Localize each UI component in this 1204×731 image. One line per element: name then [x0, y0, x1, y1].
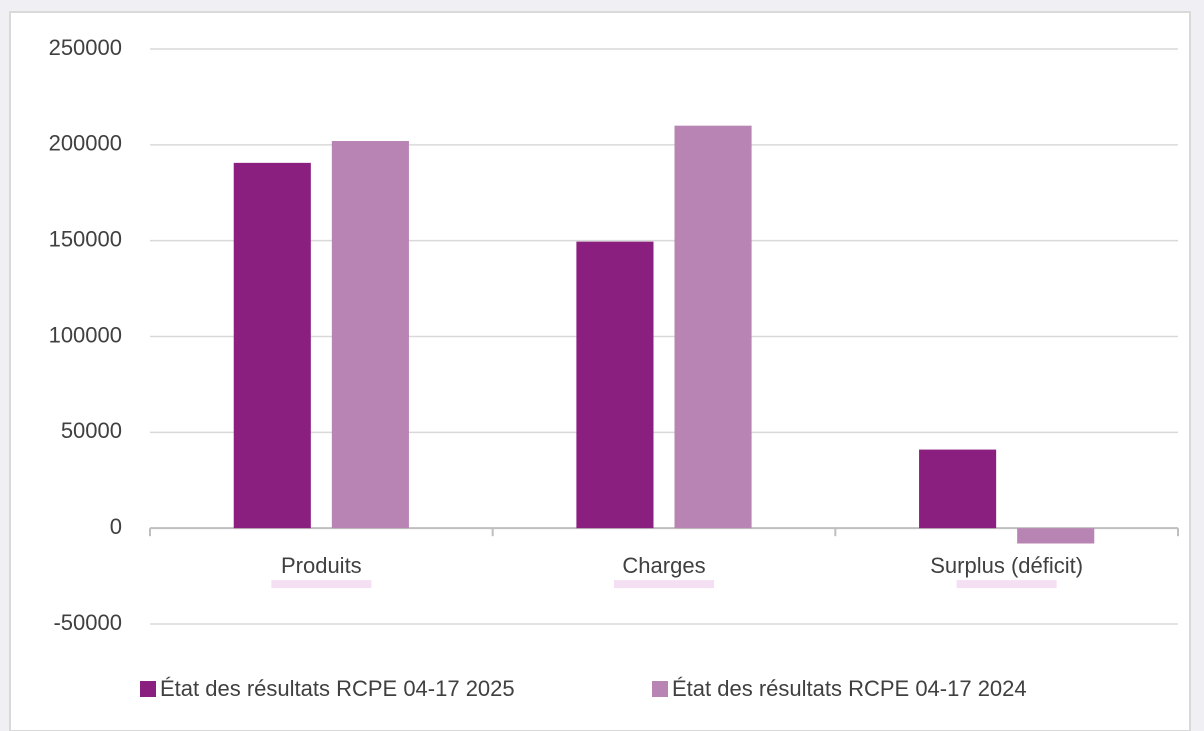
bar: [576, 241, 654, 529]
bar: [233, 162, 311, 529]
y-tick-label: -50000: [53, 610, 122, 635]
label-glow: [956, 580, 1057, 589]
legend-swatch: [140, 681, 156, 697]
bar: [1017, 528, 1095, 544]
y-tick-label: 0: [110, 514, 122, 539]
bar: [919, 449, 997, 529]
legend-label: État des résultats RCPE 04-17 2025: [160, 676, 515, 701]
x-tick-label: Charges: [622, 553, 705, 578]
x-tick-label: Produits: [281, 553, 362, 578]
x-tick-label: Surplus (déficit): [930, 553, 1083, 578]
y-tick-label: 150000: [49, 226, 122, 251]
y-tick-label: 200000: [49, 131, 122, 156]
bar: [331, 141, 409, 529]
y-tick-label: 50000: [61, 418, 122, 443]
y-tick-label: 100000: [49, 322, 122, 347]
legend-swatch: [652, 681, 668, 697]
y-tick-label: 250000: [49, 35, 122, 60]
label-glow: [271, 580, 372, 589]
label-glow: [614, 580, 714, 589]
legend-label: État des résultats RCPE 04-17 2024: [672, 676, 1027, 701]
bar: [674, 125, 752, 529]
